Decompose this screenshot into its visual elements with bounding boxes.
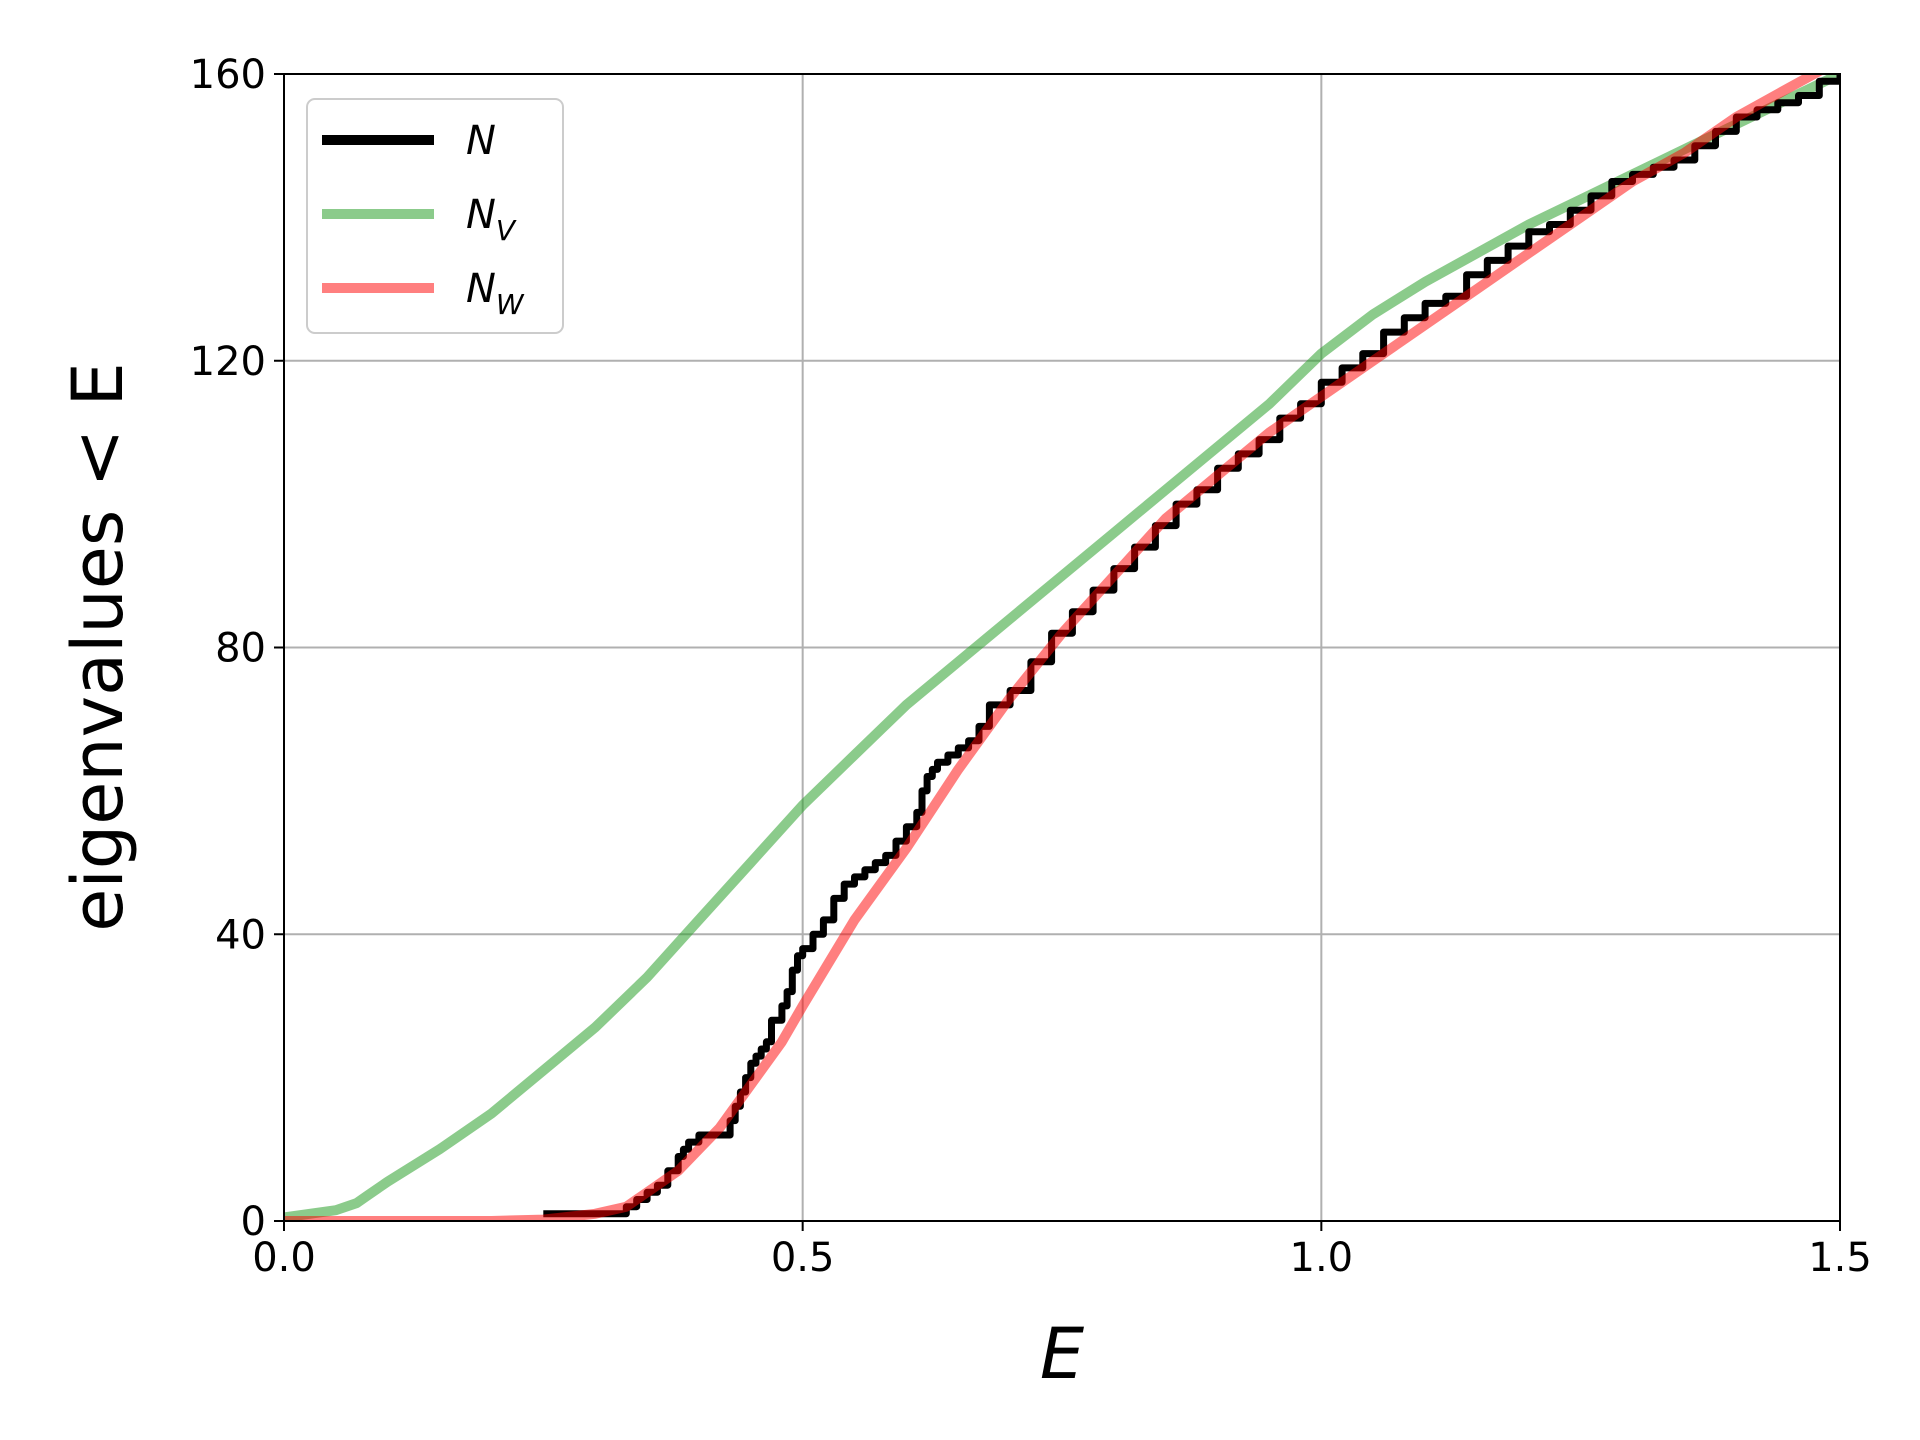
- y-tick-label: 80: [215, 626, 266, 672]
- series-line-n-w: [284, 74, 1825, 1221]
- x-tick-label: 1.5: [1808, 1235, 1872, 1281]
- x-tick-label: 0.0: [252, 1235, 316, 1281]
- legend-frame: [306, 98, 564, 334]
- y-axis-label: eigenvalues < E: [57, 362, 139, 931]
- y-tick-label: 40: [215, 912, 266, 958]
- x-tick-label: 0.5: [771, 1235, 835, 1281]
- legend-label: NW: [466, 266, 525, 321]
- x-axis-label: E: [1040, 1313, 1085, 1395]
- y-tick-label: 160: [190, 52, 266, 98]
- x-tick-label: 1.0: [1290, 1235, 1354, 1281]
- ticks: 0.0 0.5 1.0 1.5 0 40 80 120 160: [190, 52, 1872, 1281]
- y-tick-label: 120: [190, 339, 266, 385]
- series-line-n-v: [284, 74, 1840, 1221]
- y-tick-label: 0: [241, 1199, 266, 1245]
- legend-label: N: [466, 118, 496, 164]
- series-layer: [284, 74, 1840, 1221]
